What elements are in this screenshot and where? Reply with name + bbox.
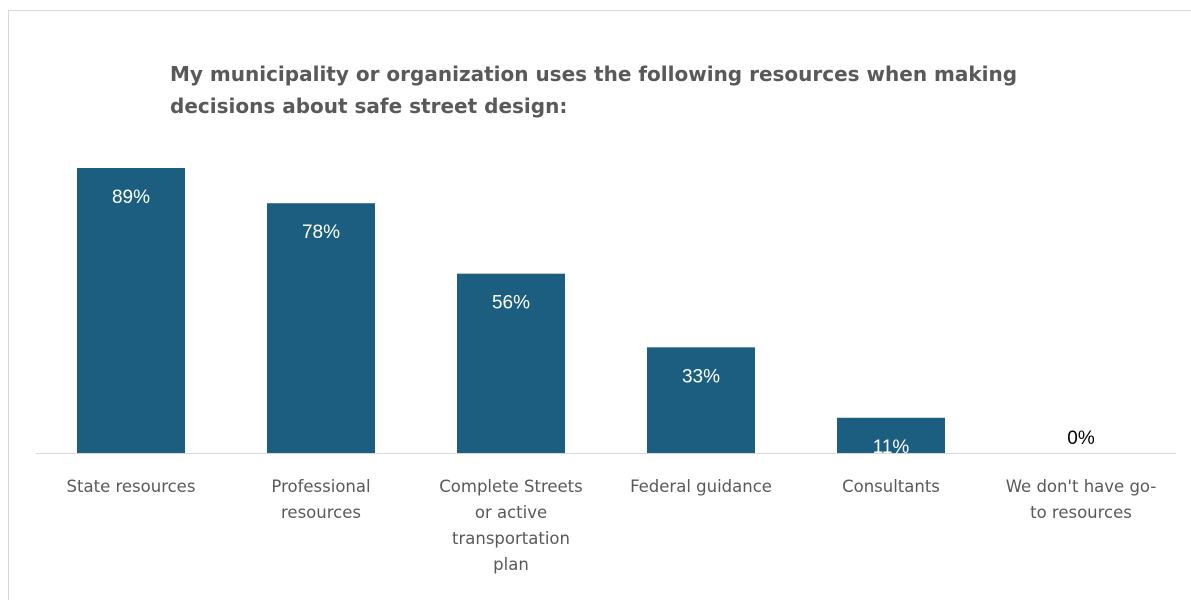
category-label-2: Complete Streets or active transportation p… — [439, 477, 583, 574]
bar-0 — [77, 168, 185, 453]
bar-3 — [647, 347, 755, 453]
category-label-1: Professional resources — [271, 477, 370, 522]
category-label-5-line-1: to resources — [1030, 503, 1132, 522]
chart-frame — [8, 10, 1191, 600]
chart-title: My municipality or organization uses the… — [170, 62, 1018, 118]
category-label-1-line-1: resources — [281, 503, 361, 522]
category-label-2-line-3: plan — [493, 555, 529, 574]
data-label-group: 89% 78% 56% 33% 11% 0% — [112, 187, 1095, 458]
data-label-0: 89% — [112, 187, 150, 208]
category-label-0-line-0: State resources — [67, 477, 196, 496]
data-label-4: 11% — [873, 437, 910, 458]
category-label-4-line-0: Consultants — [842, 477, 940, 496]
category-label-3: Federal guidance — [630, 477, 772, 496]
category-label-0: State resources — [67, 477, 196, 496]
data-label-5: 0% — [1067, 428, 1095, 449]
category-label-2-line-2: transportation — [452, 529, 570, 548]
category-label-group: State resources Professional resources Comp… — [67, 477, 1157, 574]
category-label-3-line-0: Federal guidance — [630, 477, 772, 496]
bar-1 — [267, 203, 375, 453]
data-label-1: 78% — [302, 222, 340, 243]
category-label-5-line-0: We don't have go- — [1006, 477, 1157, 496]
bar-2 — [457, 273, 565, 453]
data-label-3: 33% — [682, 366, 720, 387]
bar-group — [77, 168, 945, 453]
category-label-4: Consultants — [842, 477, 940, 496]
category-label-2-line-0: Complete Streets — [439, 477, 583, 496]
category-label-1-line-0: Professional — [271, 477, 370, 496]
data-label-2: 56% — [492, 293, 530, 314]
bar-4 — [837, 417, 945, 453]
category-label-5: We don't have go-to resources — [1006, 477, 1157, 522]
category-label-2-line-1: or active — [475, 503, 547, 522]
